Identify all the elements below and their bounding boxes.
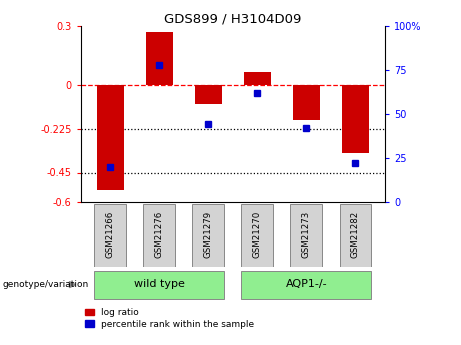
Bar <box>195 85 222 104</box>
Text: GSM21273: GSM21273 <box>302 210 311 258</box>
Text: AQP1-/-: AQP1-/- <box>286 279 327 289</box>
Bar <box>242 204 273 267</box>
Text: GSM21282: GSM21282 <box>351 210 360 258</box>
Text: GDS899 / H3104D09: GDS899 / H3104D09 <box>164 12 301 25</box>
Bar <box>97 85 124 190</box>
Bar <box>244 72 271 85</box>
Legend: log ratio, percentile rank within the sample: log ratio, percentile rank within the sa… <box>85 308 254 329</box>
Bar <box>192 204 224 267</box>
Text: GSM21279: GSM21279 <box>204 211 213 258</box>
Bar <box>242 270 372 298</box>
Bar <box>143 204 175 267</box>
Bar <box>340 204 372 267</box>
Text: GSM21276: GSM21276 <box>155 210 164 258</box>
Text: genotype/variation: genotype/variation <box>2 280 89 289</box>
Text: GSM21270: GSM21270 <box>253 210 262 258</box>
Bar <box>146 32 173 85</box>
Bar <box>94 204 126 267</box>
Text: wild type: wild type <box>134 279 185 289</box>
Bar <box>342 85 369 153</box>
Bar <box>293 85 320 120</box>
Text: GSM21266: GSM21266 <box>106 210 115 258</box>
Bar <box>290 204 322 267</box>
Bar <box>94 270 224 298</box>
